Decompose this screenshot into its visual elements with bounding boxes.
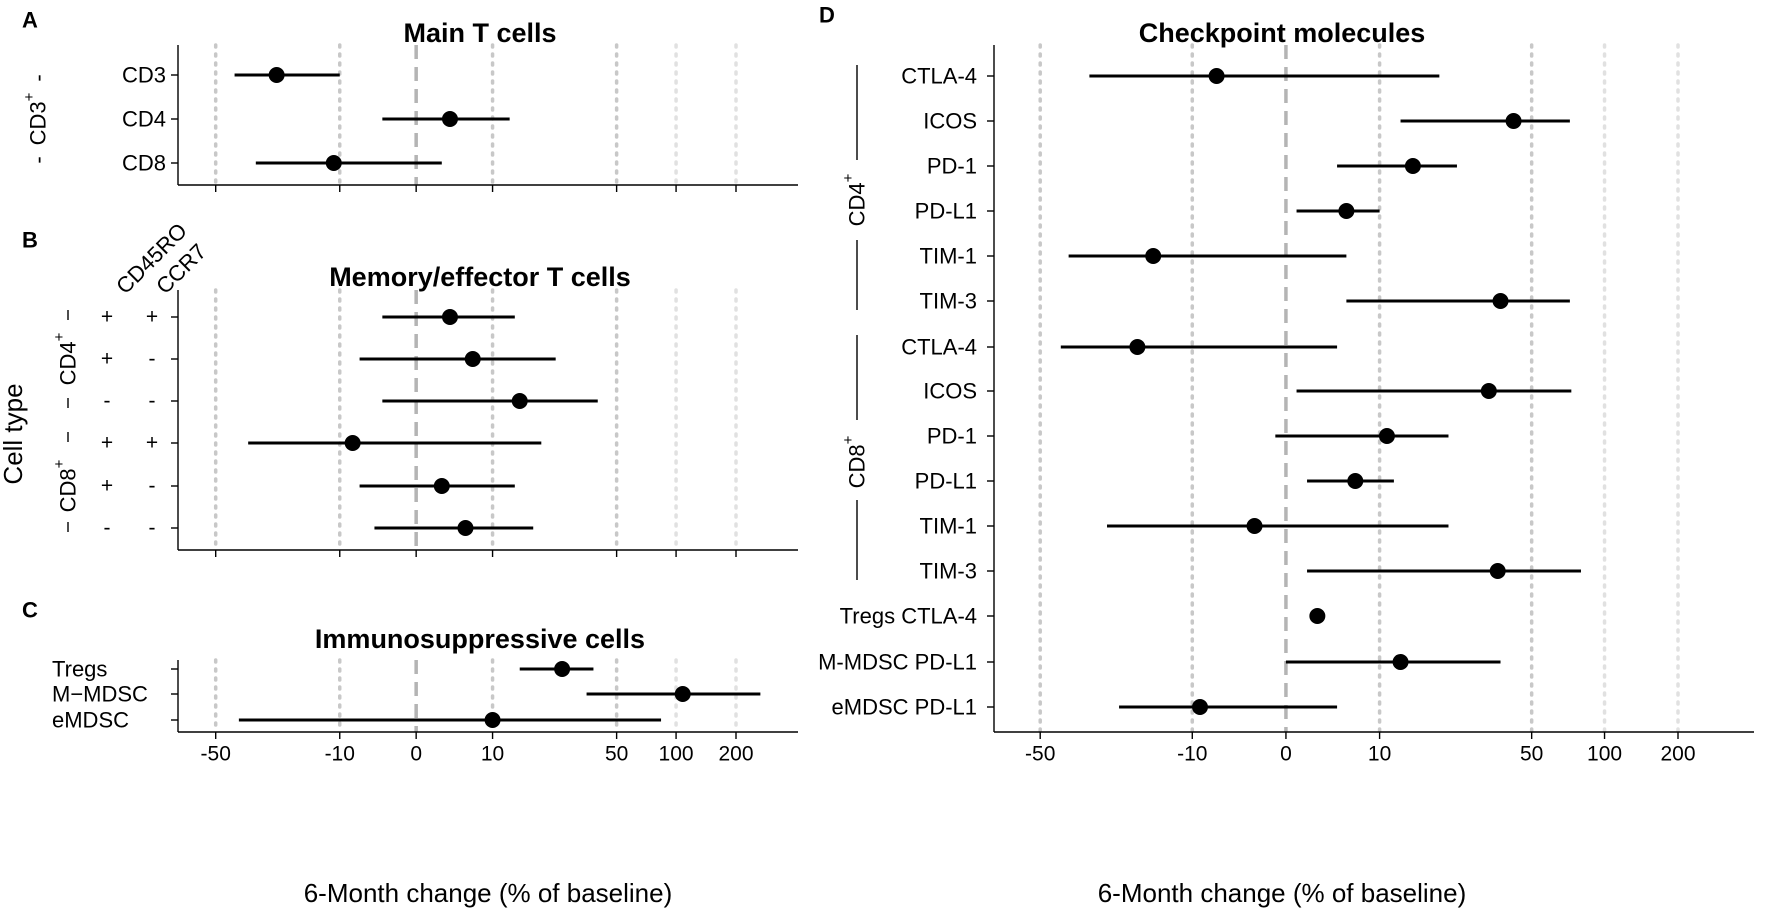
panel-c-x-tick-label-3: 10 — [481, 743, 504, 766]
panel-c-title: Immunosuppressive cells — [315, 624, 645, 654]
panel-b-ccr7-sign-3: + — [146, 432, 158, 455]
panel-d-point-6 — [1129, 339, 1146, 355]
panel-a-point-1 — [441, 111, 458, 127]
panel-c-row-label-2: eMDSC — [52, 708, 129, 733]
panel-b-cd45ro-sign-0: + — [101, 306, 113, 329]
panel-d-group-cd8: CD8+ — [840, 435, 870, 488]
panel-d-x-tick-label-0: -50 — [1025, 743, 1055, 766]
panel-d-row-label-6: CTLA-4 — [901, 335, 977, 360]
panel-d-point-1 — [1505, 113, 1522, 129]
panel-d-point-0 — [1208, 68, 1225, 84]
panel-a-row-label-2: CD8 — [122, 151, 166, 176]
panel-b-group-cd8: CD8+ — [51, 459, 81, 512]
panel-d-point-4 — [1145, 248, 1162, 264]
panel-c-point-2 — [484, 712, 501, 728]
panel-b-letter: B — [22, 228, 38, 253]
panel-d-title: Checkpoint molecules — [1139, 18, 1426, 48]
panel-b-point-1 — [464, 351, 481, 367]
panel-d-point-12 — [1309, 608, 1326, 624]
panel-d-point-9 — [1347, 473, 1364, 489]
panel-b-ccr7-sign-0: + — [146, 306, 158, 329]
panel-c-x-tick-label-4: 50 — [605, 743, 628, 766]
panel-b-ccr7-sign-2: - — [149, 390, 156, 413]
panel-c-x-tick-label-0: -50 — [201, 743, 231, 766]
panel-a-title: Main T cells — [403, 18, 556, 48]
panel-d-group-cd4: CD4+ — [840, 173, 870, 226]
panel-d-row-label-9: PD-L1 — [915, 469, 977, 494]
panel-d-x-tick-label-2: 0 — [1280, 743, 1292, 766]
panel-c-row-label-0: Tregs — [52, 657, 107, 682]
panel-b-ccr7-sign-4: - — [149, 475, 156, 498]
panel-b-ccr7-sign-1: - — [149, 348, 156, 371]
panel-b-point-0 — [441, 309, 458, 325]
panel-b-point-2 — [511, 393, 528, 409]
panel-d-row-label-8: PD-1 — [927, 424, 977, 449]
panel-a-letter: A — [22, 8, 38, 33]
panel-b-cd45ro-sign-3: + — [101, 432, 113, 455]
panel-b-cd45ro-sign-4: + — [101, 475, 113, 498]
panel-c-x-tick-label-1: -10 — [325, 743, 355, 766]
panel-d-row-label-0: CTLA-4 — [901, 64, 977, 89]
panel-b-cd45ro-sign-5: - — [104, 517, 111, 540]
panel-d-x-tick-label-5: 100 — [1587, 743, 1622, 766]
panel-d-point-8 — [1378, 428, 1395, 444]
panel-a-group-dash-bot: - — [26, 156, 51, 163]
panel-d-point-10 — [1246, 518, 1263, 534]
panel-d-x-axis-title: 6-Month change (% of baseline) — [1098, 878, 1467, 908]
panel-d-row-label-3: PD-L1 — [915, 199, 977, 224]
panel-d-point-13 — [1392, 654, 1409, 670]
panel-d-x-tick-label-3: 10 — [1368, 743, 1391, 766]
panel-d-point-11 — [1489, 563, 1506, 579]
panel-b-point-3 — [344, 435, 361, 451]
panel-d-letter: D — [819, 3, 835, 28]
panel-d-row-label-4: TIM-1 — [920, 244, 977, 269]
panel-d-point-7 — [1480, 383, 1497, 399]
panel-b-point-5 — [457, 520, 474, 536]
panel-d-row-label-1: ICOS — [923, 109, 977, 134]
panel-a-row-label-0: CD3 — [122, 63, 166, 88]
panel-b-group-cd4: CD4+ — [51, 332, 81, 385]
panel-d-point-3 — [1338, 203, 1355, 219]
panel-a-point-2 — [325, 155, 342, 171]
panel-a-group-dash-top: - — [26, 74, 51, 81]
panel-d-point-2 — [1404, 158, 1421, 174]
panel-d-x-tick-label-1: -10 — [1177, 743, 1207, 766]
panel-b-point-4 — [433, 478, 450, 494]
panel-d-row-label-7: ICOS — [923, 379, 977, 404]
panel-c-x-axis-title: 6-Month change (% of baseline) — [304, 878, 673, 908]
panel-d-row-label-10: TIM-1 — [920, 514, 977, 539]
panel-d-point-5 — [1492, 293, 1509, 309]
panel-a-group-label: CD3+ — [21, 92, 51, 145]
panel-d-row-label-2: PD-1 — [927, 154, 977, 179]
panel-b-cd45ro-sign-1: + — [101, 348, 113, 371]
panel-c-x-tick-label-6: 200 — [718, 743, 753, 766]
panel-b-cd45ro-sign-2: - — [104, 390, 111, 413]
panel-a-row-label-1: CD4 — [122, 107, 166, 132]
panel-d-row-label-14: eMDSC PD-L1 — [832, 695, 977, 720]
panel-d-row-label-11: TIM-3 — [920, 559, 977, 584]
panel-d-row-label-5: TIM-3 — [920, 289, 977, 314]
panel-d-point-14 — [1191, 699, 1208, 715]
panel-c-letter: C — [22, 598, 38, 623]
panel-b-ccr7-sign-5: - — [149, 517, 156, 540]
panel-c-point-0 — [554, 661, 571, 677]
panel-d-row-label-12: Tregs CTLA-4 — [840, 604, 977, 629]
panel-c-x-tick-label-5: 100 — [659, 743, 694, 766]
y-axis-title: Cell type — [0, 383, 28, 484]
panel-d-x-tick-label-4: 50 — [1520, 743, 1543, 766]
panel-d-row-label-13: M-MDSC PD-L1 — [818, 650, 977, 675]
panel-c-x-tick-label-2: 0 — [410, 743, 422, 766]
panel-b-title: Memory/effector T cells — [329, 262, 631, 292]
panel-c-point-1 — [674, 686, 691, 702]
panel-a-point-0 — [268, 67, 285, 83]
panel-d-x-tick-label-6: 200 — [1660, 743, 1695, 766]
panel-c-row-label-1: M−MDSC — [52, 682, 148, 707]
